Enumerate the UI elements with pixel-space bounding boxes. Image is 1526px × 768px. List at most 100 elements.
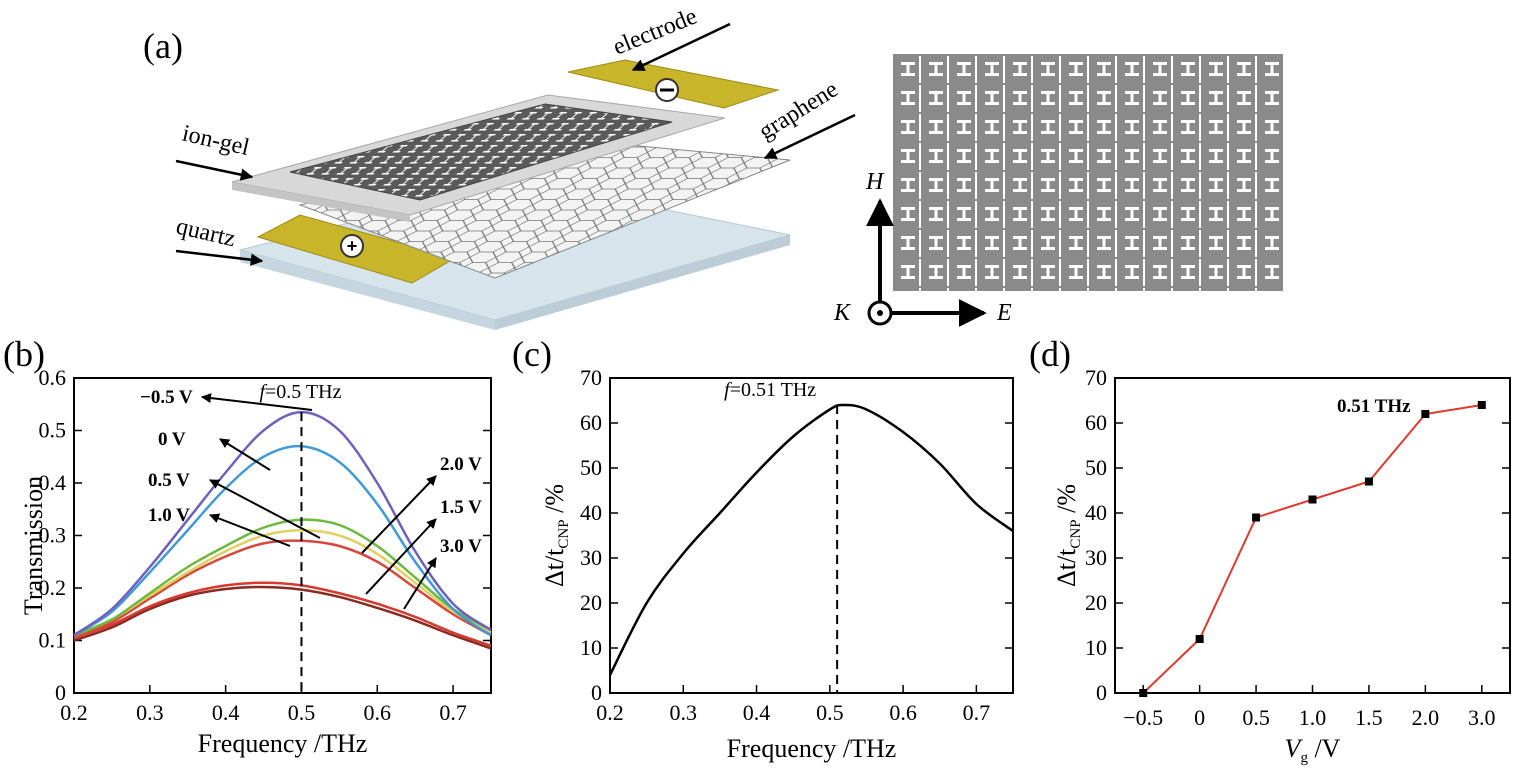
- annotation-arrow: [201, 393, 313, 411]
- x-axis-title: Vg /V: [1285, 734, 1341, 766]
- x-tick-label: 0.7: [963, 700, 991, 725]
- data-point: [1139, 689, 1148, 697]
- data-point: [1195, 635, 1204, 643]
- annotation-arrow: [361, 475, 437, 554]
- series-line: [73, 410, 492, 637]
- axis-k: K: [833, 300, 852, 326]
- panel-label-d: (d): [1029, 334, 1071, 374]
- label-ion-gel: ion-gel: [180, 121, 252, 162]
- series-line: [73, 581, 492, 647]
- annotation-arrow: [209, 513, 291, 547]
- series-annotation: 1.0 V: [148, 505, 190, 526]
- y-tick-label: 0: [55, 680, 66, 705]
- x-tick-label: 0: [1194, 705, 1205, 730]
- y-tick-label: 70: [1085, 365, 1107, 390]
- polarization-axes: H K E: [833, 169, 1012, 327]
- data-point: [1477, 401, 1486, 409]
- y-tick-label: 0: [591, 680, 602, 705]
- y-tick-label: 0: [1096, 680, 1107, 705]
- marker-label: f=0.51 THz: [724, 379, 816, 401]
- plus-terminal-icon: [340, 234, 364, 258]
- panel-label-b: (b): [3, 334, 45, 374]
- x-tick-label: 1.5: [1355, 705, 1383, 730]
- quartz-substrate-side: [240, 250, 495, 330]
- y-tick-label: 10: [580, 635, 602, 660]
- annotation-arrow: [219, 438, 271, 471]
- metasurface-array: [289, 103, 673, 201]
- y-tick-label: 30: [580, 545, 602, 570]
- y-tick-label: 0.5: [39, 418, 67, 443]
- x-tick-label: 0.6: [364, 700, 392, 725]
- y-axis-title: Δt/tCNP /%: [540, 484, 572, 587]
- y-tick-label: 50: [1085, 455, 1107, 480]
- y-axis-title: Transmission: [19, 476, 48, 615]
- chart-modulation-vs-voltage: 0 10 20 30 40 50 60 70 −0.5 0 0.5 1.0 1.5 2.0 3.0 Vg /V…: [1052, 365, 1511, 766]
- x-axis-title: Frequency /THz: [198, 729, 368, 758]
- y-tick-label: 60: [580, 410, 602, 435]
- series-annotation: 0.51 THz: [1337, 396, 1411, 417]
- y-axis-title: Δt/tCNP /%: [1052, 484, 1084, 587]
- ibeam-metasurface-pattern: [893, 54, 1283, 291]
- series-line: [73, 444, 492, 637]
- series-annotation: 1.5 V: [440, 497, 482, 518]
- y-tick-label: 0.3: [39, 523, 67, 548]
- y-tick-label: 60: [1085, 410, 1107, 435]
- x-tick-label: 3.0: [1468, 705, 1496, 730]
- x-tick-label: 0.5: [1242, 705, 1270, 730]
- chart-modulation-depth: 0 10 20 30 40 50 60 70 0.2 0.3 0.4 0.5 0.6 0.7 Frequen…: [540, 365, 1014, 763]
- chart-transmission: 0 0.1 0.2 0.3 0.4 0.5 0.6 0.2 0.3 0.4 0.5 0.6 0.7 Fre…: [19, 365, 492, 758]
- series-line: [73, 585, 492, 650]
- y-tick-label: 50: [580, 455, 602, 480]
- x-tick-label: −0.5: [1123, 705, 1163, 730]
- marker-label: f=0.5 THz: [259, 381, 341, 403]
- x-tick-label: 0.7: [439, 700, 467, 725]
- x-tick-label: 1.0: [1299, 705, 1327, 730]
- y-tick-label: 0.1: [39, 628, 67, 653]
- data-point: [1364, 477, 1373, 486]
- x-tick-label: 0.4: [212, 700, 240, 725]
- data-point: [1308, 495, 1317, 504]
- x-tick-label: 0.3: [136, 700, 164, 725]
- y-tick-label: 40: [1085, 500, 1107, 525]
- svg-text:+: +: [347, 236, 358, 256]
- y-tick-label: 0.4: [39, 470, 67, 495]
- label-graphene: graphene: [754, 76, 842, 145]
- series-annotation: 0 V: [158, 429, 186, 450]
- device-schematic: + electrode graphene ion-gel quartz: [174, 4, 856, 330]
- series-line: [73, 518, 492, 637]
- y-tick-label: 0.6: [39, 365, 67, 390]
- y-tick-label: 0.2: [39, 575, 67, 600]
- plot-frame: [1114, 377, 1511, 694]
- x-tick-label: 0.2: [596, 700, 624, 725]
- y-tick-label: 30: [1085, 545, 1107, 570]
- x-tick-label: 0.5: [816, 700, 844, 725]
- data-point: [1421, 410, 1430, 418]
- series-annotation: 0.5 V: [148, 470, 190, 491]
- series-annotation: −0.5 V: [140, 387, 193, 408]
- data-point: [1252, 513, 1261, 522]
- y-tick-label: 20: [580, 590, 602, 615]
- x-axis-title: Frequency /THz: [727, 734, 897, 763]
- annotation-arrow: [365, 518, 437, 595]
- axis-e: E: [996, 300, 1012, 326]
- series-annotation: 2.0 V: [440, 454, 482, 475]
- annotation-arrow: [403, 557, 437, 610]
- plot-frame: [73, 377, 492, 694]
- series-line: [1142, 404, 1482, 694]
- label-electrode: electrode: [610, 4, 701, 61]
- series-line: [73, 539, 492, 640]
- axis-h: H: [865, 169, 885, 195]
- x-tick-label: 0.4: [743, 700, 771, 725]
- x-tick-label: 0.5: [288, 700, 316, 725]
- panel-label-a: (a): [143, 26, 183, 66]
- y-tick-label: 70: [580, 365, 602, 390]
- y-tick-label: 10: [1085, 635, 1107, 660]
- x-tick-label: 2.0: [1412, 705, 1440, 730]
- panel-label-c: (c): [512, 334, 552, 374]
- label-quartz: quartz: [174, 214, 238, 253]
- plot-frame: [609, 377, 1014, 694]
- x-tick-label: 0.2: [60, 700, 88, 725]
- x-tick-label: 0.6: [889, 700, 917, 725]
- series-annotation: 3.0 V: [440, 536, 482, 557]
